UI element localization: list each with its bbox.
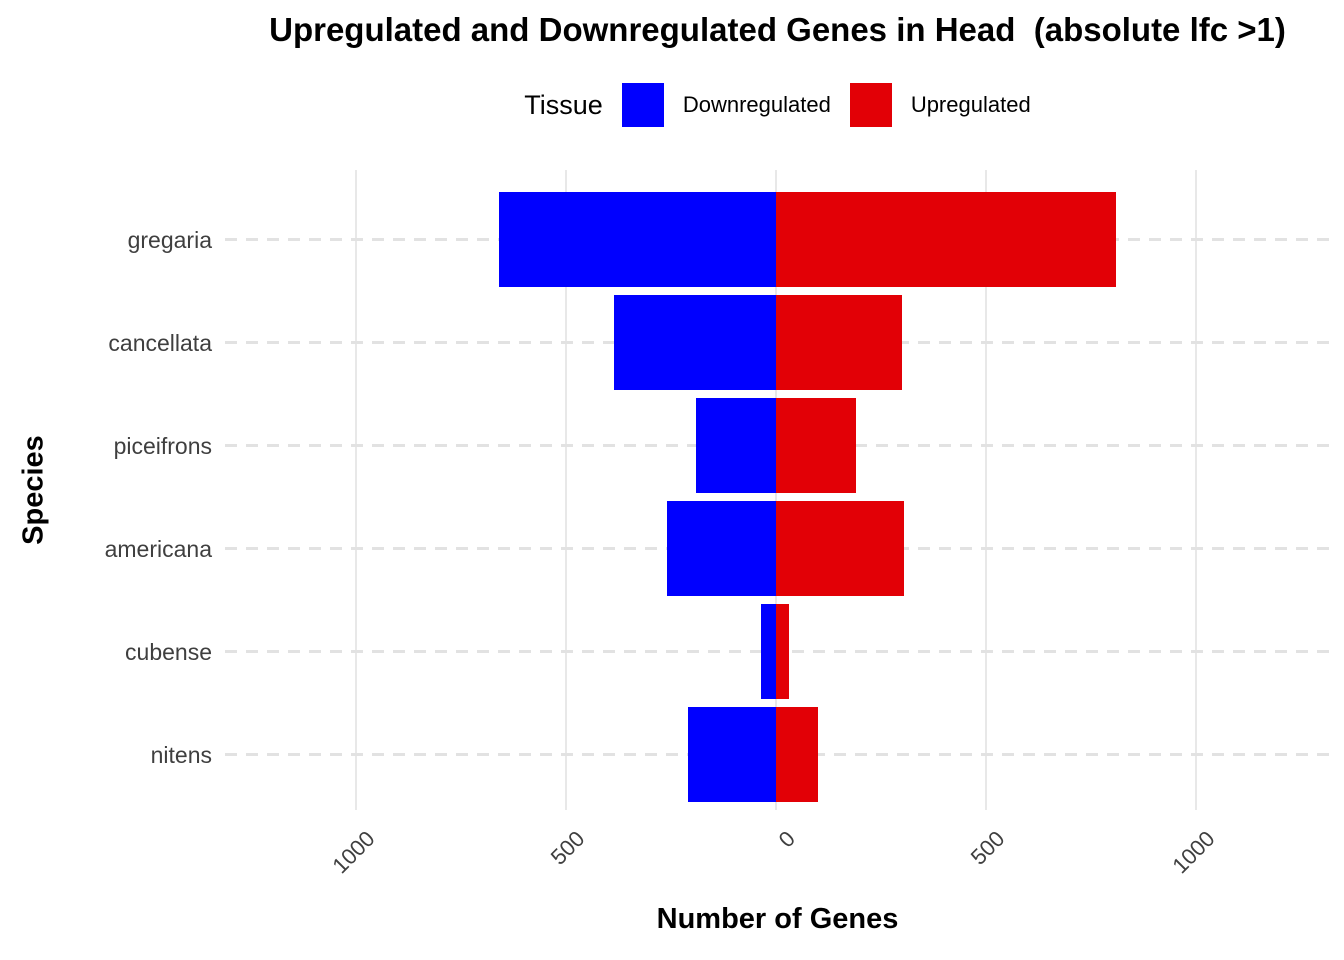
y-tick-label: nitens [150,741,212,768]
x-tick-label: 500 [546,826,590,870]
x-gridline [1195,170,1197,810]
bar-downregulated [687,707,776,802]
x-tick-label: 0 [773,826,800,853]
y-tick-label: cancellata [108,329,212,356]
legend-swatch-downregulated [621,83,664,127]
bar-upregulated [776,707,818,802]
x-gridline [985,170,987,810]
y-tick-label: americana [104,535,212,562]
chart-title: Upregulated and Downregulated Genes in H… [269,11,1286,48]
x-gridline [355,170,357,810]
legend-title: Tissue [524,89,603,120]
y-tick-label: piceifrons [113,432,212,459]
bar-upregulated [776,604,789,699]
bar-upregulated [776,192,1117,287]
x-tick-label: 1000 [327,826,380,879]
legend-label-downregulated: Downregulated [682,92,831,117]
bar-downregulated [614,295,776,390]
legend-label-upregulated: Upregulated [910,92,1031,117]
y-tick-label: gregaria [127,226,212,253]
y-axis-title: Species [17,435,50,545]
legend: Tissue Downregulated Upregulated [225,82,1330,128]
bar-downregulated [761,604,776,699]
legend-swatch-upregulated [849,83,892,127]
bar-downregulated [696,398,776,493]
x-tick-label: 1000 [1167,826,1220,879]
x-gridline [565,170,567,810]
bar-downregulated [666,501,776,596]
bar-upregulated [776,398,856,493]
bar-upregulated [776,501,905,596]
bar-downregulated [498,192,776,287]
x-tick-label: 500 [966,826,1010,870]
y-tick-label: cubense [125,638,212,665]
bar-upregulated [776,295,902,390]
x-axis-title: Number of Genes [656,903,899,935]
